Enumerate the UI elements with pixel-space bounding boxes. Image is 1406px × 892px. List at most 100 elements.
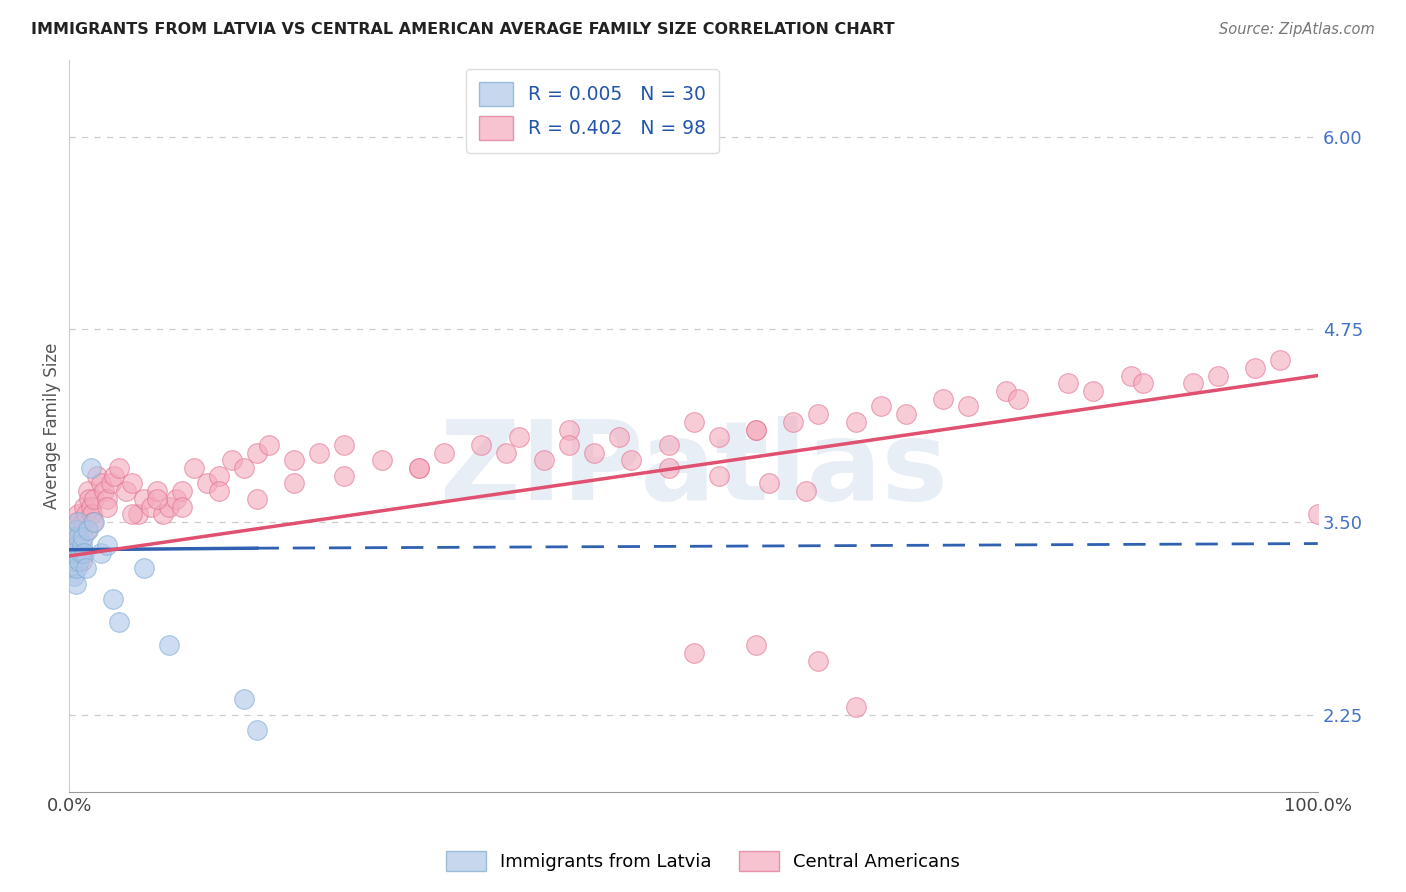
Point <box>72 515 94 529</box>
Point <box>96 500 118 514</box>
Point <box>67 508 90 522</box>
Point <box>65 576 87 591</box>
Point <box>558 438 581 452</box>
Point <box>707 430 730 444</box>
Point <box>66 523 89 537</box>
Point <box>308 445 330 459</box>
Point <box>758 476 780 491</box>
Point <box>246 445 269 459</box>
Point <box>1206 368 1229 383</box>
Point <box>63 569 86 583</box>
Point <box>682 415 704 429</box>
Point <box>607 430 630 444</box>
Point <box>90 546 112 560</box>
Point <box>170 500 193 514</box>
Point <box>134 491 156 506</box>
Point <box>93 484 115 499</box>
Point <box>79 500 101 514</box>
Point <box>682 646 704 660</box>
Point <box>139 500 162 514</box>
Point <box>1132 376 1154 391</box>
Legend: Immigrants from Latvia, Central Americans: Immigrants from Latvia, Central American… <box>439 844 967 879</box>
Point <box>62 530 84 544</box>
Point <box>60 561 83 575</box>
Point <box>65 523 87 537</box>
Point <box>233 461 256 475</box>
Point <box>246 491 269 506</box>
Point <box>77 484 100 499</box>
Point <box>114 484 136 499</box>
Point <box>807 407 830 421</box>
Point <box>745 423 768 437</box>
Point <box>83 491 105 506</box>
Point <box>1270 353 1292 368</box>
Point <box>66 561 89 575</box>
Point <box>72 530 94 544</box>
Point <box>508 430 530 444</box>
Point <box>73 500 96 514</box>
Point <box>658 438 681 452</box>
Point <box>1244 360 1267 375</box>
Point <box>932 392 955 406</box>
Point <box>108 461 131 475</box>
Point <box>869 400 891 414</box>
Point <box>1119 368 1142 383</box>
Point <box>1057 376 1080 391</box>
Point <box>121 476 143 491</box>
Point <box>495 445 517 459</box>
Point <box>170 484 193 499</box>
Point <box>65 515 87 529</box>
Point <box>894 407 917 421</box>
Point <box>408 461 430 475</box>
Point <box>333 438 356 452</box>
Point <box>67 530 90 544</box>
Point <box>558 423 581 437</box>
Point <box>582 445 605 459</box>
Point <box>60 538 83 552</box>
Point <box>73 546 96 560</box>
Point <box>257 438 280 452</box>
Point <box>121 508 143 522</box>
Point <box>70 553 93 567</box>
Point <box>63 546 86 560</box>
Point <box>794 484 817 499</box>
Text: ZIPatlas: ZIPatlas <box>440 416 948 523</box>
Point <box>782 415 804 429</box>
Point <box>96 491 118 506</box>
Text: IMMIGRANTS FROM LATVIA VS CENTRAL AMERICAN AVERAGE FAMILY SIZE CORRELATION CHART: IMMIGRANTS FROM LATVIA VS CENTRAL AMERIC… <box>31 22 894 37</box>
Point <box>620 453 643 467</box>
Point <box>60 546 83 560</box>
Point <box>283 476 305 491</box>
Point <box>333 468 356 483</box>
Point <box>994 384 1017 398</box>
Text: Source: ZipAtlas.com: Source: ZipAtlas.com <box>1219 22 1375 37</box>
Point <box>157 500 180 514</box>
Point <box>59 546 82 560</box>
Point <box>221 453 243 467</box>
Point <box>370 453 392 467</box>
Point <box>433 445 456 459</box>
Point <box>76 523 98 537</box>
Point <box>79 491 101 506</box>
Point <box>69 553 91 567</box>
Y-axis label: Average Family Size: Average Family Size <box>44 343 60 508</box>
Point <box>745 423 768 437</box>
Point <box>63 538 86 552</box>
Point <box>1306 508 1329 522</box>
Point <box>208 484 231 499</box>
Point <box>62 530 84 544</box>
Point <box>845 415 868 429</box>
Point <box>80 508 103 522</box>
Point <box>195 476 218 491</box>
Point <box>69 530 91 544</box>
Point <box>70 538 93 552</box>
Point <box>75 561 97 575</box>
Point <box>75 508 97 522</box>
Point <box>146 491 169 506</box>
Point <box>807 654 830 668</box>
Point <box>1007 392 1029 406</box>
Point <box>470 438 492 452</box>
Point <box>67 515 90 529</box>
Point <box>77 523 100 537</box>
Point <box>62 553 84 567</box>
